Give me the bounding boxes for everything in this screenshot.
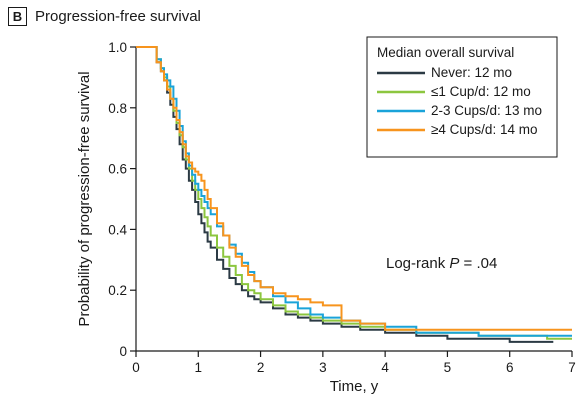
y-axis-title: Probability of progression-free survival [76, 71, 93, 326]
legend: Median overall survival Never: 12 mo ≤1 Cu… [366, 36, 558, 158]
y-tick-label: 0 [119, 344, 127, 359]
panel-title: Progression-free survival [35, 7, 201, 25]
y-tick-label: 0.6 [108, 162, 127, 177]
x-tick-label: 6 [506, 360, 514, 375]
y-tick-label: 0.4 [108, 222, 127, 237]
legend-entry: ≥4 Cups/d: 14 mo [431, 122, 537, 137]
x-tick-label: 1 [195, 360, 203, 375]
y-tick-label: 0.2 [108, 283, 127, 298]
x-tick-label: 0 [132, 360, 140, 375]
legend-title: Median overall survival [377, 45, 514, 60]
x-axis-title: Time, y [330, 378, 379, 395]
x-tick-label: 2 [257, 360, 265, 375]
x-tick-label: 4 [381, 360, 389, 375]
legend-entry: 2-3 Cups/d: 13 mo [431, 103, 542, 118]
legend-box [366, 36, 558, 158]
y-tick-label: 0.8 [108, 101, 127, 116]
x-tick-label: 5 [444, 360, 452, 375]
legend-entry: ≤1 Cup/d: 12 mo [431, 84, 531, 99]
y-tick-label: 1.0 [108, 40, 127, 55]
x-tick-label: 7 [568, 360, 576, 375]
log-rank-annotation: Log-rank P = .04 [386, 255, 497, 272]
panel-header: B Progression-free survival [8, 5, 201, 27]
panel-label: B [8, 6, 27, 26]
axes: 0 1 2 3 4 5 6 7 0 0.2 0.4 0.6 0.8 1.0 [108, 40, 576, 375]
legend-entry: Never: 12 mo [431, 65, 512, 80]
survival-curve [136, 46, 572, 340]
survival-curves [136, 46, 572, 343]
x-tick-label: 3 [319, 360, 327, 375]
survival-curve [136, 46, 572, 331]
